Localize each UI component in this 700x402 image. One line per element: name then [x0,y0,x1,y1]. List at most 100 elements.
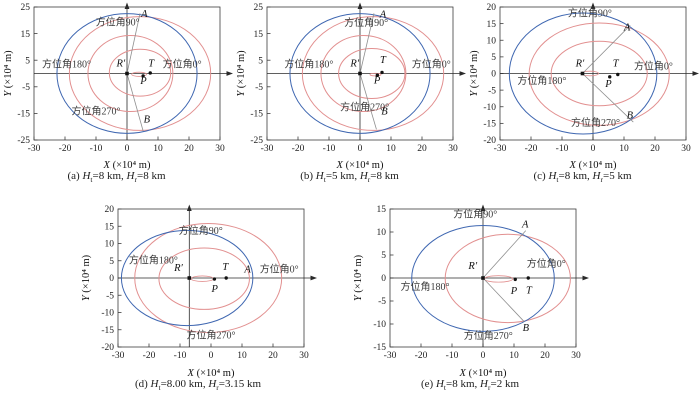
svg-text:B: B [523,323,530,334]
svg-text:Y (×10⁴ m): Y (×10⁴ m) [236,50,247,97]
svg-text:-30: -30 [261,144,274,154]
svg-text:30: 30 [299,351,309,361]
svg-text:方位角270°: 方位角270° [72,105,121,118]
svg-text:R′: R′ [349,59,359,70]
svg-text:5: 5 [109,257,114,267]
svg-text:-5: -5 [106,291,114,301]
svg-text:方位角180°: 方位角180° [42,58,91,71]
svg-text:-15: -15 [373,343,386,353]
svg-text:X (×10⁴ m): X (×10⁴ m) [187,368,235,379]
svg-text:-30: -30 [384,351,397,361]
svg-text:0: 0 [481,351,486,361]
subplot-e: -30 -20 -10 0 10 20 30 -15 -10 -5 0 5 10 15 方位角90° 方位角1… [350,200,590,392]
svg-text:X (×10⁴ m): X (×10⁴ m) [459,368,507,379]
svg-text:T: T [148,59,155,70]
svg-text:-15: -15 [483,120,496,130]
svg-text:方位角90°: 方位角90° [179,224,223,237]
caption-c: (c) Ht=8 km, Hr=5 km [533,170,632,185]
caption-b: (b) Ht=5 km, Hr=8 km [300,170,399,185]
svg-text:方位角270°: 方位角270° [464,329,513,342]
svg-text:5: 5 [258,56,263,66]
svg-text:-20: -20 [59,144,72,154]
svg-text:B: B [381,107,388,118]
caption-d: (d) Ht=8.00 km, Hr=3.15 km [134,378,262,393]
svg-text:30: 30 [681,144,691,154]
svg-text:15: 15 [21,30,31,40]
svg-text:-5: -5 [255,83,263,93]
caption-a: (a) Ht=8 km, Hr=8 km [67,170,166,185]
svg-text:30: 30 [571,351,581,361]
svg-text:-10: -10 [323,144,336,154]
svg-text:-25: -25 [250,136,263,146]
svg-text:-10: -10 [556,144,569,154]
svg-text:-30: -30 [28,144,41,154]
svg-text:A: A [243,264,251,275]
svg-text:-5: -5 [378,297,386,307]
svg-text:15: 15 [487,20,497,30]
svg-text:方位角270°: 方位角270° [571,116,620,129]
svg-text:10: 10 [377,228,387,238]
svg-text:R′: R′ [115,59,125,70]
svg-text:-10: -10 [446,351,459,361]
svg-text:方位角180°: 方位角180° [401,280,450,293]
svg-text:5: 5 [25,56,30,66]
subplot-a: -30 -20 -10 0 10 20 30 -25 -15 -5 5 15 25 方位角90° 方位角18… [0,2,233,184]
svg-text:Y (×10⁴ m): Y (×10⁴ m) [3,50,14,97]
svg-text:P: P [373,76,381,87]
svg-text:方位角0°: 方位角0° [634,60,673,73]
svg-text:T: T [380,55,387,66]
svg-text:0: 0 [125,144,130,154]
svg-text:25: 25 [21,3,31,13]
svg-text:20: 20 [650,144,660,154]
svg-text:方位角90°: 方位角90° [568,6,612,19]
svg-text:10: 10 [105,240,115,250]
svg-text:X (×10⁴ m): X (×10⁴ m) [103,160,151,171]
svg-text:方位角90°: 方位角90° [96,16,140,29]
svg-text:R′: R′ [575,59,585,70]
svg-text:-15: -15 [250,110,263,120]
plot-svg-c: -30 -20 -10 0 10 20 30-20-15-10-505101520方位角90… [469,2,699,171]
svg-text:10: 10 [509,351,519,361]
svg-text:20: 20 [417,144,427,154]
subplot-c: -30 -20 -10 0 10 20 30 -20 -15 -10 -5 0 5 10 15 20 方位角90… [466,2,699,184]
svg-text:0: 0 [591,144,596,154]
svg-text:-30: -30 [494,144,507,154]
svg-text:方位角180°: 方位角180° [284,58,333,71]
svg-text:P: P [211,284,219,295]
svg-text:-15: -15 [101,326,114,336]
svg-text:R′: R′ [173,263,183,274]
svg-text:-15: -15 [17,110,30,120]
svg-text:10: 10 [153,144,163,154]
svg-text:20: 20 [268,351,278,361]
svg-text:0: 0 [491,70,496,80]
svg-text:10: 10 [487,36,497,46]
svg-text:-10: -10 [373,320,386,330]
svg-text:15: 15 [377,205,387,215]
plot-svg-b: -30 -20 -10 0 10 20 30 -25 -15 -5 5 15 25 方位角90° 方位角18… [236,2,466,171]
svg-text:-5: -5 [488,86,496,96]
svg-text:30: 30 [215,144,225,154]
svg-text:Y (×10⁴ m): Y (×10⁴ m) [353,254,364,301]
svg-text:方位角270°: 方位角270° [340,101,389,114]
svg-text:方位角0°: 方位角0° [260,262,299,275]
svg-text:方位角0°: 方位角0° [527,257,566,270]
svg-text:P: P [604,79,612,90]
svg-text:T: T [222,262,229,273]
svg-text:B: B [627,110,634,121]
plot-svg-e: -30 -20 -10 0 10 20 30 -15 -10 -5 0 5 10 15 方位角90° 方位角1… [353,204,589,379]
svg-text:X (×10⁴ m): X (×10⁴ m) [569,160,617,171]
svg-text:20: 20 [540,351,550,361]
svg-text:15: 15 [105,222,115,232]
svg-text:Y (×10⁴ m): Y (×10⁴ m) [469,50,480,97]
svg-text:-30: -30 [112,351,125,361]
svg-text:Y (×10⁴ m): Y (×10⁴ m) [81,254,92,301]
svg-text:10: 10 [386,144,396,154]
svg-text:-10: -10 [174,351,187,361]
plot-svg-a: -30 -20 -10 0 10 20 30 -25 -15 -5 5 15 25 方位角90° 方位角18… [3,2,233,171]
svg-text:20: 20 [487,3,497,13]
caption-e: (e) Ht=8 km, Hr=2 km [421,378,519,393]
svg-text:0: 0 [209,351,214,361]
svg-text:-10: -10 [90,144,103,154]
svg-text:方位角0°: 方位角0° [412,58,451,71]
